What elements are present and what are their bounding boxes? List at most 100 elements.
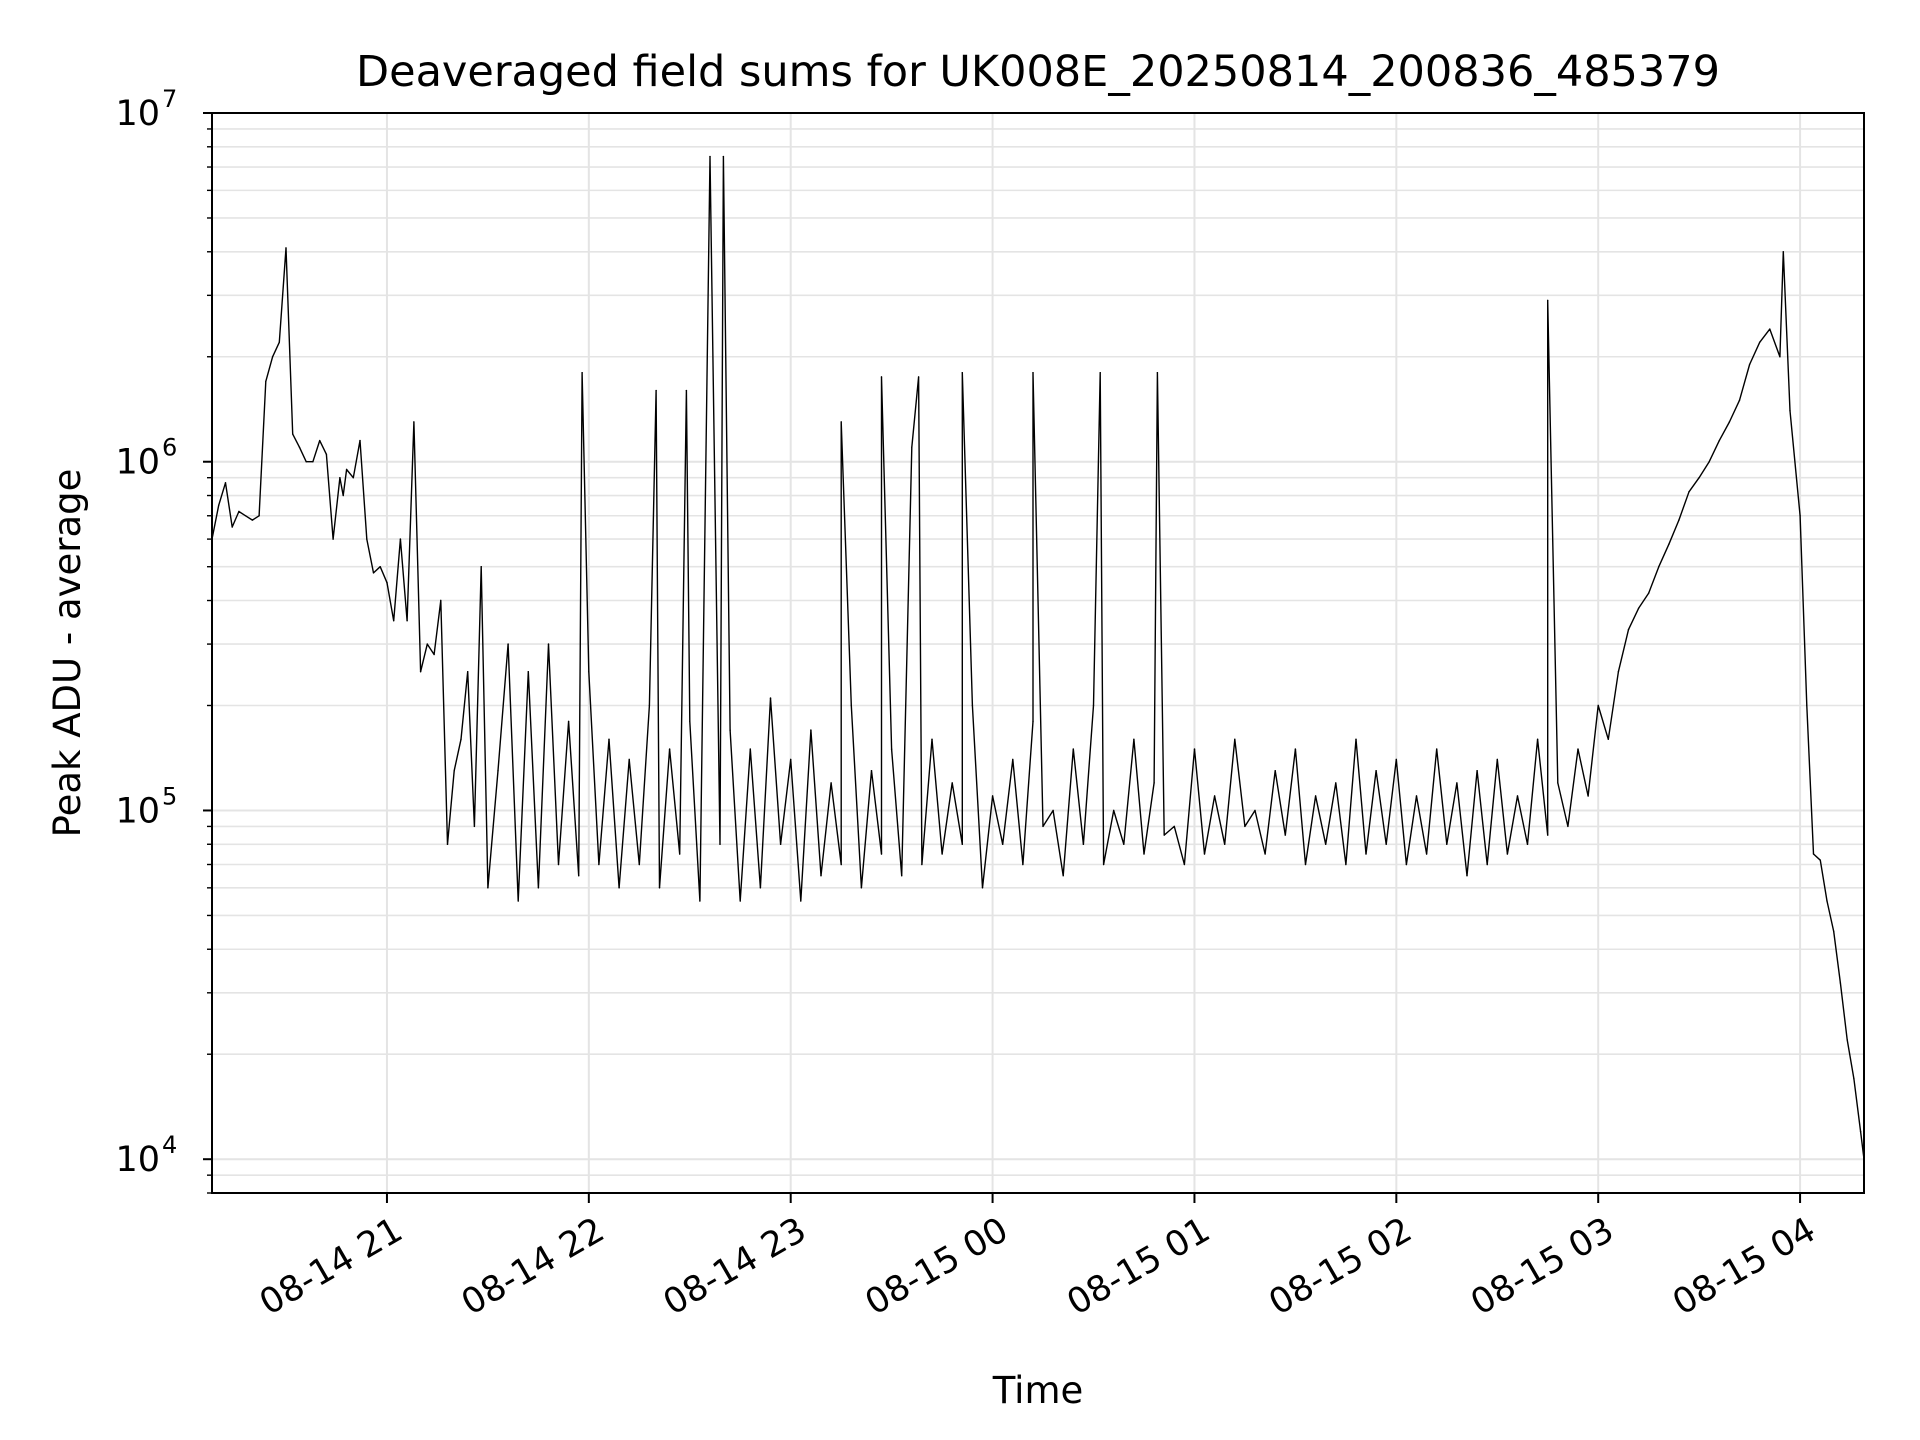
data-point bbox=[880, 376, 883, 378]
data-point bbox=[1385, 843, 1387, 845]
data-point bbox=[487, 887, 489, 889]
y-tick-label: 10 bbox=[115, 1140, 160, 1180]
y-tick-exponent: 4 bbox=[162, 1131, 177, 1159]
data-point bbox=[655, 389, 657, 392]
data-point bbox=[759, 887, 762, 889]
data-point bbox=[1658, 566, 1660, 568]
data-point bbox=[419, 671, 422, 673]
data-point bbox=[325, 453, 328, 455]
data-point bbox=[1183, 863, 1186, 866]
data-point bbox=[480, 566, 482, 568]
data-point bbox=[446, 843, 449, 845]
data-point bbox=[1254, 809, 1256, 812]
data-point bbox=[467, 671, 469, 673]
data-point bbox=[1062, 875, 1064, 877]
y-axis-label: Peak ADU - average bbox=[46, 469, 89, 838]
data-point bbox=[1708, 461, 1710, 463]
data-point bbox=[719, 843, 721, 845]
data-point bbox=[1052, 809, 1054, 812]
data-point bbox=[332, 538, 334, 540]
data-point bbox=[1516, 795, 1519, 797]
data-point bbox=[473, 825, 476, 828]
data-point bbox=[547, 643, 550, 645]
data-point bbox=[557, 863, 560, 866]
data-point bbox=[1264, 853, 1266, 855]
data-point bbox=[830, 782, 832, 784]
plot-line-group bbox=[211, 155, 1865, 1160]
y-tick-exponent: 7 bbox=[162, 85, 177, 113]
data-point bbox=[1839, 982, 1842, 984]
data-point bbox=[1446, 843, 1448, 845]
data-point bbox=[1092, 704, 1095, 707]
data-point bbox=[1806, 704, 1808, 707]
data-point bbox=[850, 704, 852, 707]
data-point bbox=[941, 853, 943, 855]
data-point bbox=[951, 782, 953, 784]
data-point bbox=[1314, 795, 1317, 797]
data-point bbox=[628, 758, 630, 761]
data-point bbox=[1163, 834, 1165, 836]
data-point bbox=[278, 341, 280, 343]
data-point bbox=[1466, 875, 1468, 877]
data-point bbox=[258, 515, 260, 517]
data-point bbox=[352, 477, 354, 479]
data-point bbox=[1526, 843, 1529, 845]
data-point bbox=[231, 526, 233, 528]
data-point bbox=[1173, 825, 1176, 828]
data-point bbox=[339, 477, 341, 479]
data-point bbox=[658, 887, 661, 889]
chart-title: Deaveraged field sums for UK008E_2025081… bbox=[356, 47, 1720, 97]
y-tick-label: 10 bbox=[115, 94, 160, 134]
data-point bbox=[1698, 477, 1700, 479]
data-point bbox=[598, 863, 600, 866]
data-point bbox=[312, 461, 314, 463]
data-point bbox=[507, 643, 509, 645]
data-point bbox=[406, 620, 408, 622]
data-point bbox=[359, 439, 361, 442]
data-point bbox=[901, 875, 903, 877]
data-point bbox=[366, 538, 368, 540]
data-point bbox=[1627, 628, 1630, 631]
data-point bbox=[517, 900, 519, 902]
data-point bbox=[581, 372, 583, 374]
data-point bbox=[1648, 592, 1650, 594]
data-point bbox=[1859, 1130, 1862, 1133]
data-point bbox=[1325, 843, 1327, 845]
data-point bbox=[800, 900, 802, 902]
data-point bbox=[1789, 410, 1791, 412]
y-tick-base: 10 bbox=[115, 791, 160, 831]
data-point bbox=[790, 758, 792, 761]
data-point bbox=[1002, 843, 1004, 845]
data-point bbox=[810, 729, 812, 731]
data-point bbox=[1728, 421, 1731, 423]
data-point bbox=[608, 738, 610, 740]
data-point bbox=[648, 704, 651, 707]
data-point bbox=[1476, 770, 1478, 772]
data-point bbox=[244, 515, 247, 517]
data-point bbox=[1425, 853, 1428, 855]
data-point bbox=[1668, 543, 1670, 545]
data-point bbox=[1335, 782, 1337, 784]
data-point bbox=[870, 770, 873, 772]
data-point bbox=[1032, 720, 1034, 723]
data-point bbox=[860, 887, 863, 889]
data-point bbox=[1072, 748, 1075, 750]
data-point bbox=[679, 853, 681, 855]
data-point bbox=[709, 155, 711, 158]
data-point bbox=[840, 863, 842, 866]
data-point bbox=[1082, 843, 1085, 845]
data-point bbox=[1102, 863, 1105, 866]
data-point bbox=[699, 900, 701, 902]
data-point bbox=[578, 875, 580, 877]
data-point bbox=[1688, 491, 1690, 493]
y-tick-base: 10 bbox=[115, 443, 160, 483]
data-point bbox=[1769, 328, 1771, 330]
data-point bbox=[820, 875, 822, 877]
data-point bbox=[372, 572, 375, 574]
data-point bbox=[345, 468, 348, 471]
data-point bbox=[1456, 782, 1458, 784]
data-point bbox=[393, 620, 395, 622]
data-point bbox=[1395, 758, 1398, 761]
